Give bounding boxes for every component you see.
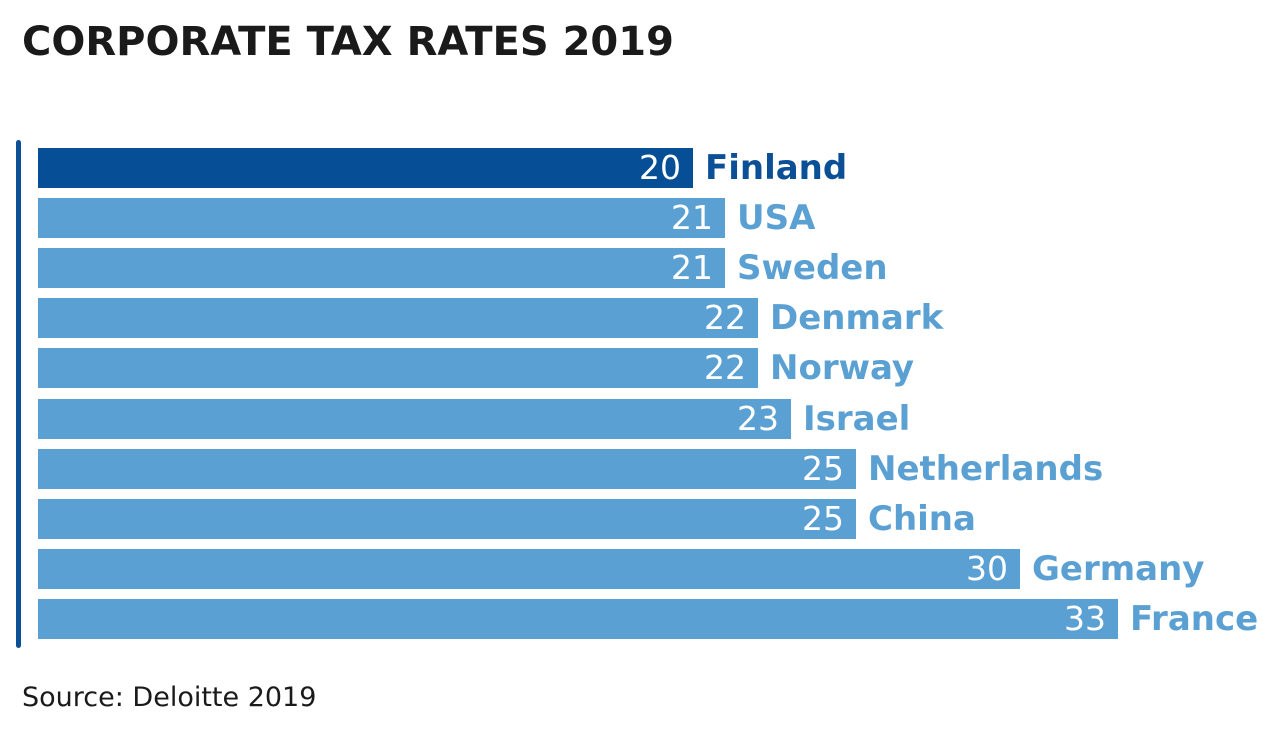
category-label: China (868, 499, 976, 539)
bar-value-label: 23 (737, 399, 779, 438)
bar (38, 348, 758, 388)
bar (38, 549, 1020, 589)
chart-title: CORPORATE TAX RATES 2019 (22, 19, 674, 65)
bar (38, 449, 856, 489)
category-label: Norway (770, 348, 915, 388)
bar-value-label: 21 (671, 248, 713, 287)
bar (38, 148, 693, 188)
bar-value-label: 21 (671, 198, 713, 237)
bar-value-label: 22 (704, 298, 746, 337)
bar (38, 248, 725, 288)
bar-value-label: 22 (704, 348, 746, 387)
category-label: Finland (705, 148, 848, 188)
category-label: France (1130, 599, 1259, 639)
category-label: Sweden (737, 248, 888, 288)
category-label: Israel (803, 399, 911, 439)
source-note: Source: Deloitte 2019 (22, 682, 317, 713)
bar (38, 599, 1118, 639)
bar-value-label: 30 (966, 549, 1008, 588)
bar (38, 499, 856, 539)
bar (38, 399, 791, 439)
bar-value-label: 20 (639, 148, 681, 187)
y-axis-line (16, 140, 21, 648)
category-label: Denmark (770, 298, 944, 338)
bar-value-label: 25 (802, 449, 844, 488)
bar-value-label: 33 (1064, 599, 1106, 638)
category-label: Germany (1032, 549, 1205, 589)
category-label: USA (737, 198, 816, 238)
bar (38, 198, 725, 238)
category-label: Netherlands (868, 449, 1104, 489)
bar (38, 298, 758, 338)
bar-value-label: 25 (802, 499, 844, 538)
